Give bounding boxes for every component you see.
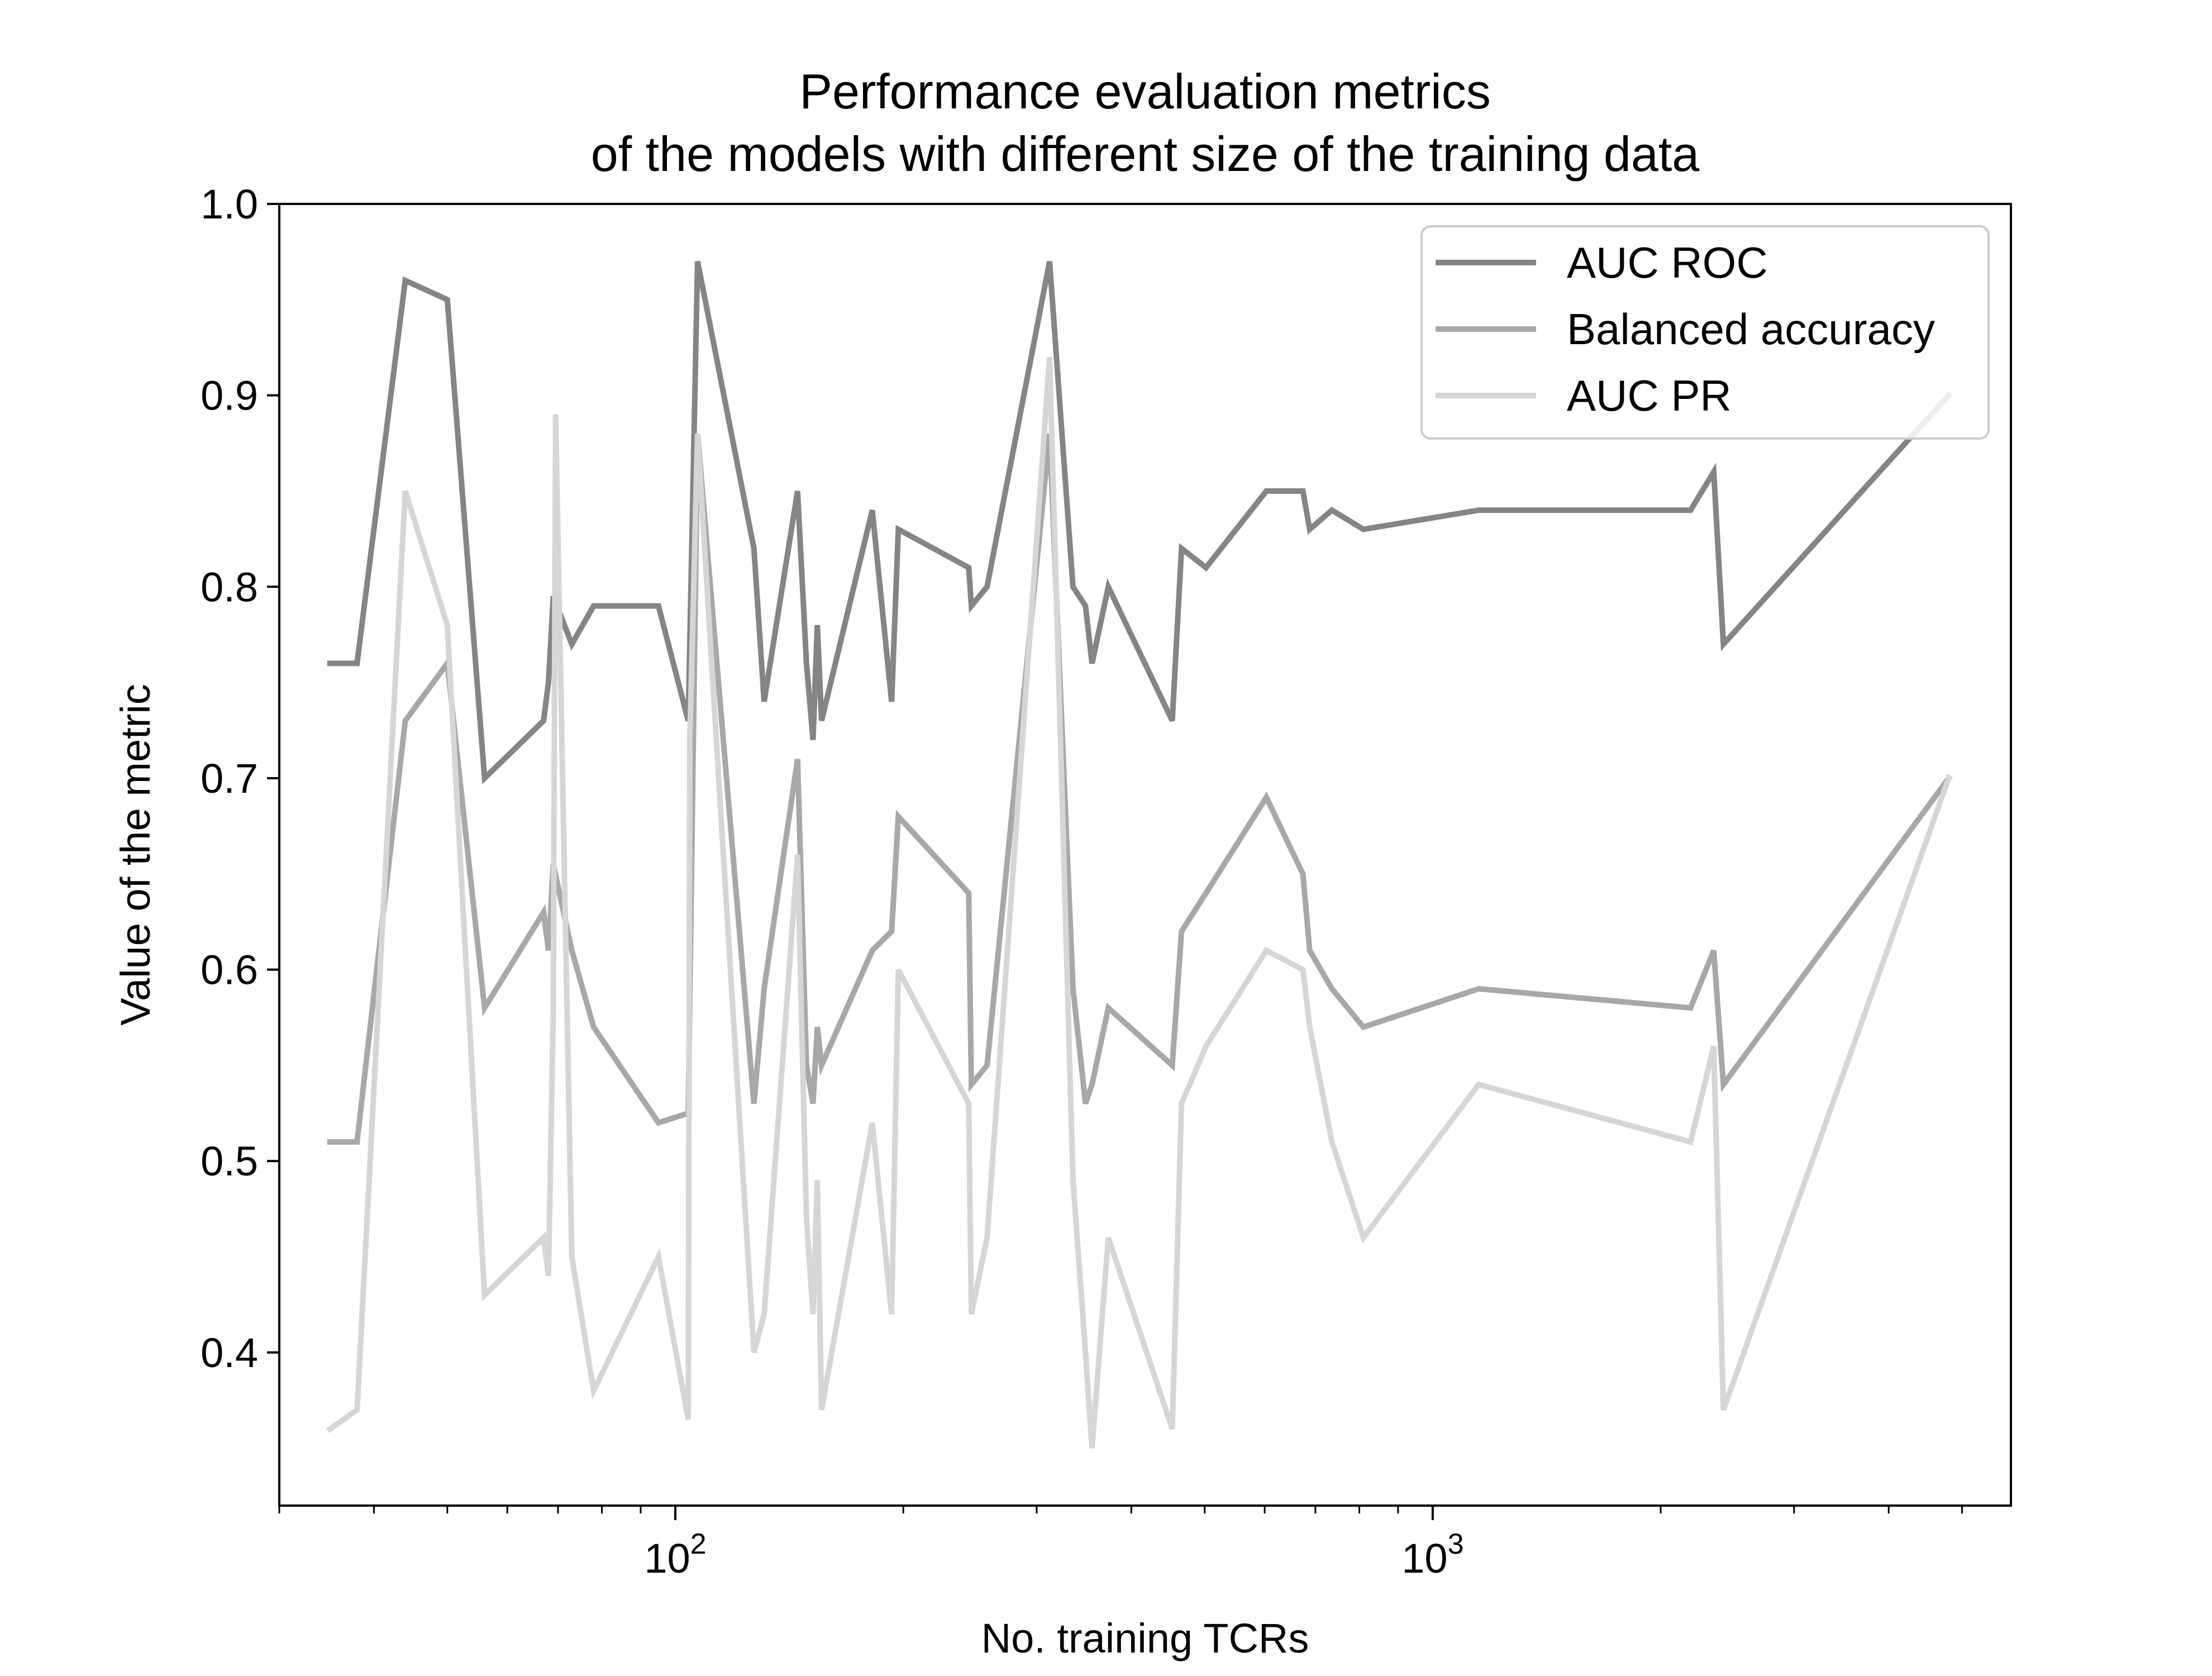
y-axis-label: Value of the metric bbox=[112, 684, 159, 1025]
legend-items: AUC ROC Balanced accuracy AUC PR bbox=[1436, 238, 1935, 420]
y-tick-label: 0.7 bbox=[201, 755, 258, 802]
y-tick-label: 0.8 bbox=[201, 564, 258, 610]
legend-label: Balanced accuracy bbox=[1567, 304, 1935, 354]
chart-title-line-1: Performance evaluation metrics bbox=[799, 64, 1490, 119]
y-axis: 0.4 0.5 0.6 0.7 0.8 0.9 1.0 bbox=[201, 181, 279, 1376]
x-tick-label: 103 bbox=[1401, 1528, 1463, 1582]
y-tick-label: 0.9 bbox=[201, 373, 258, 419]
plot-area-frame bbox=[278, 203, 2012, 1507]
legend-frame bbox=[1420, 225, 1990, 440]
series-line-2 bbox=[326, 356, 1952, 1449]
x-tick-label: 102 bbox=[644, 1528, 706, 1582]
y-tick-label: 0.6 bbox=[201, 947, 258, 993]
x-axis: 102 103 bbox=[278, 1506, 1963, 1582]
data-lines bbox=[326, 260, 1953, 1449]
legend-label: AUC ROC bbox=[1567, 238, 1768, 287]
legend: AUC ROC Balanced accuracy AUC PR bbox=[1420, 225, 1990, 440]
chart-title-line-2: of the models with different size of the… bbox=[591, 126, 1699, 182]
y-tick-label: 0.5 bbox=[201, 1138, 258, 1184]
x-axis-label: No. training TCRs bbox=[981, 1615, 1309, 1661]
y-tick-label: 0.4 bbox=[201, 1330, 258, 1376]
y-tick-label: 1.0 bbox=[201, 181, 258, 227]
legend-label: AUC PR bbox=[1567, 371, 1732, 420]
